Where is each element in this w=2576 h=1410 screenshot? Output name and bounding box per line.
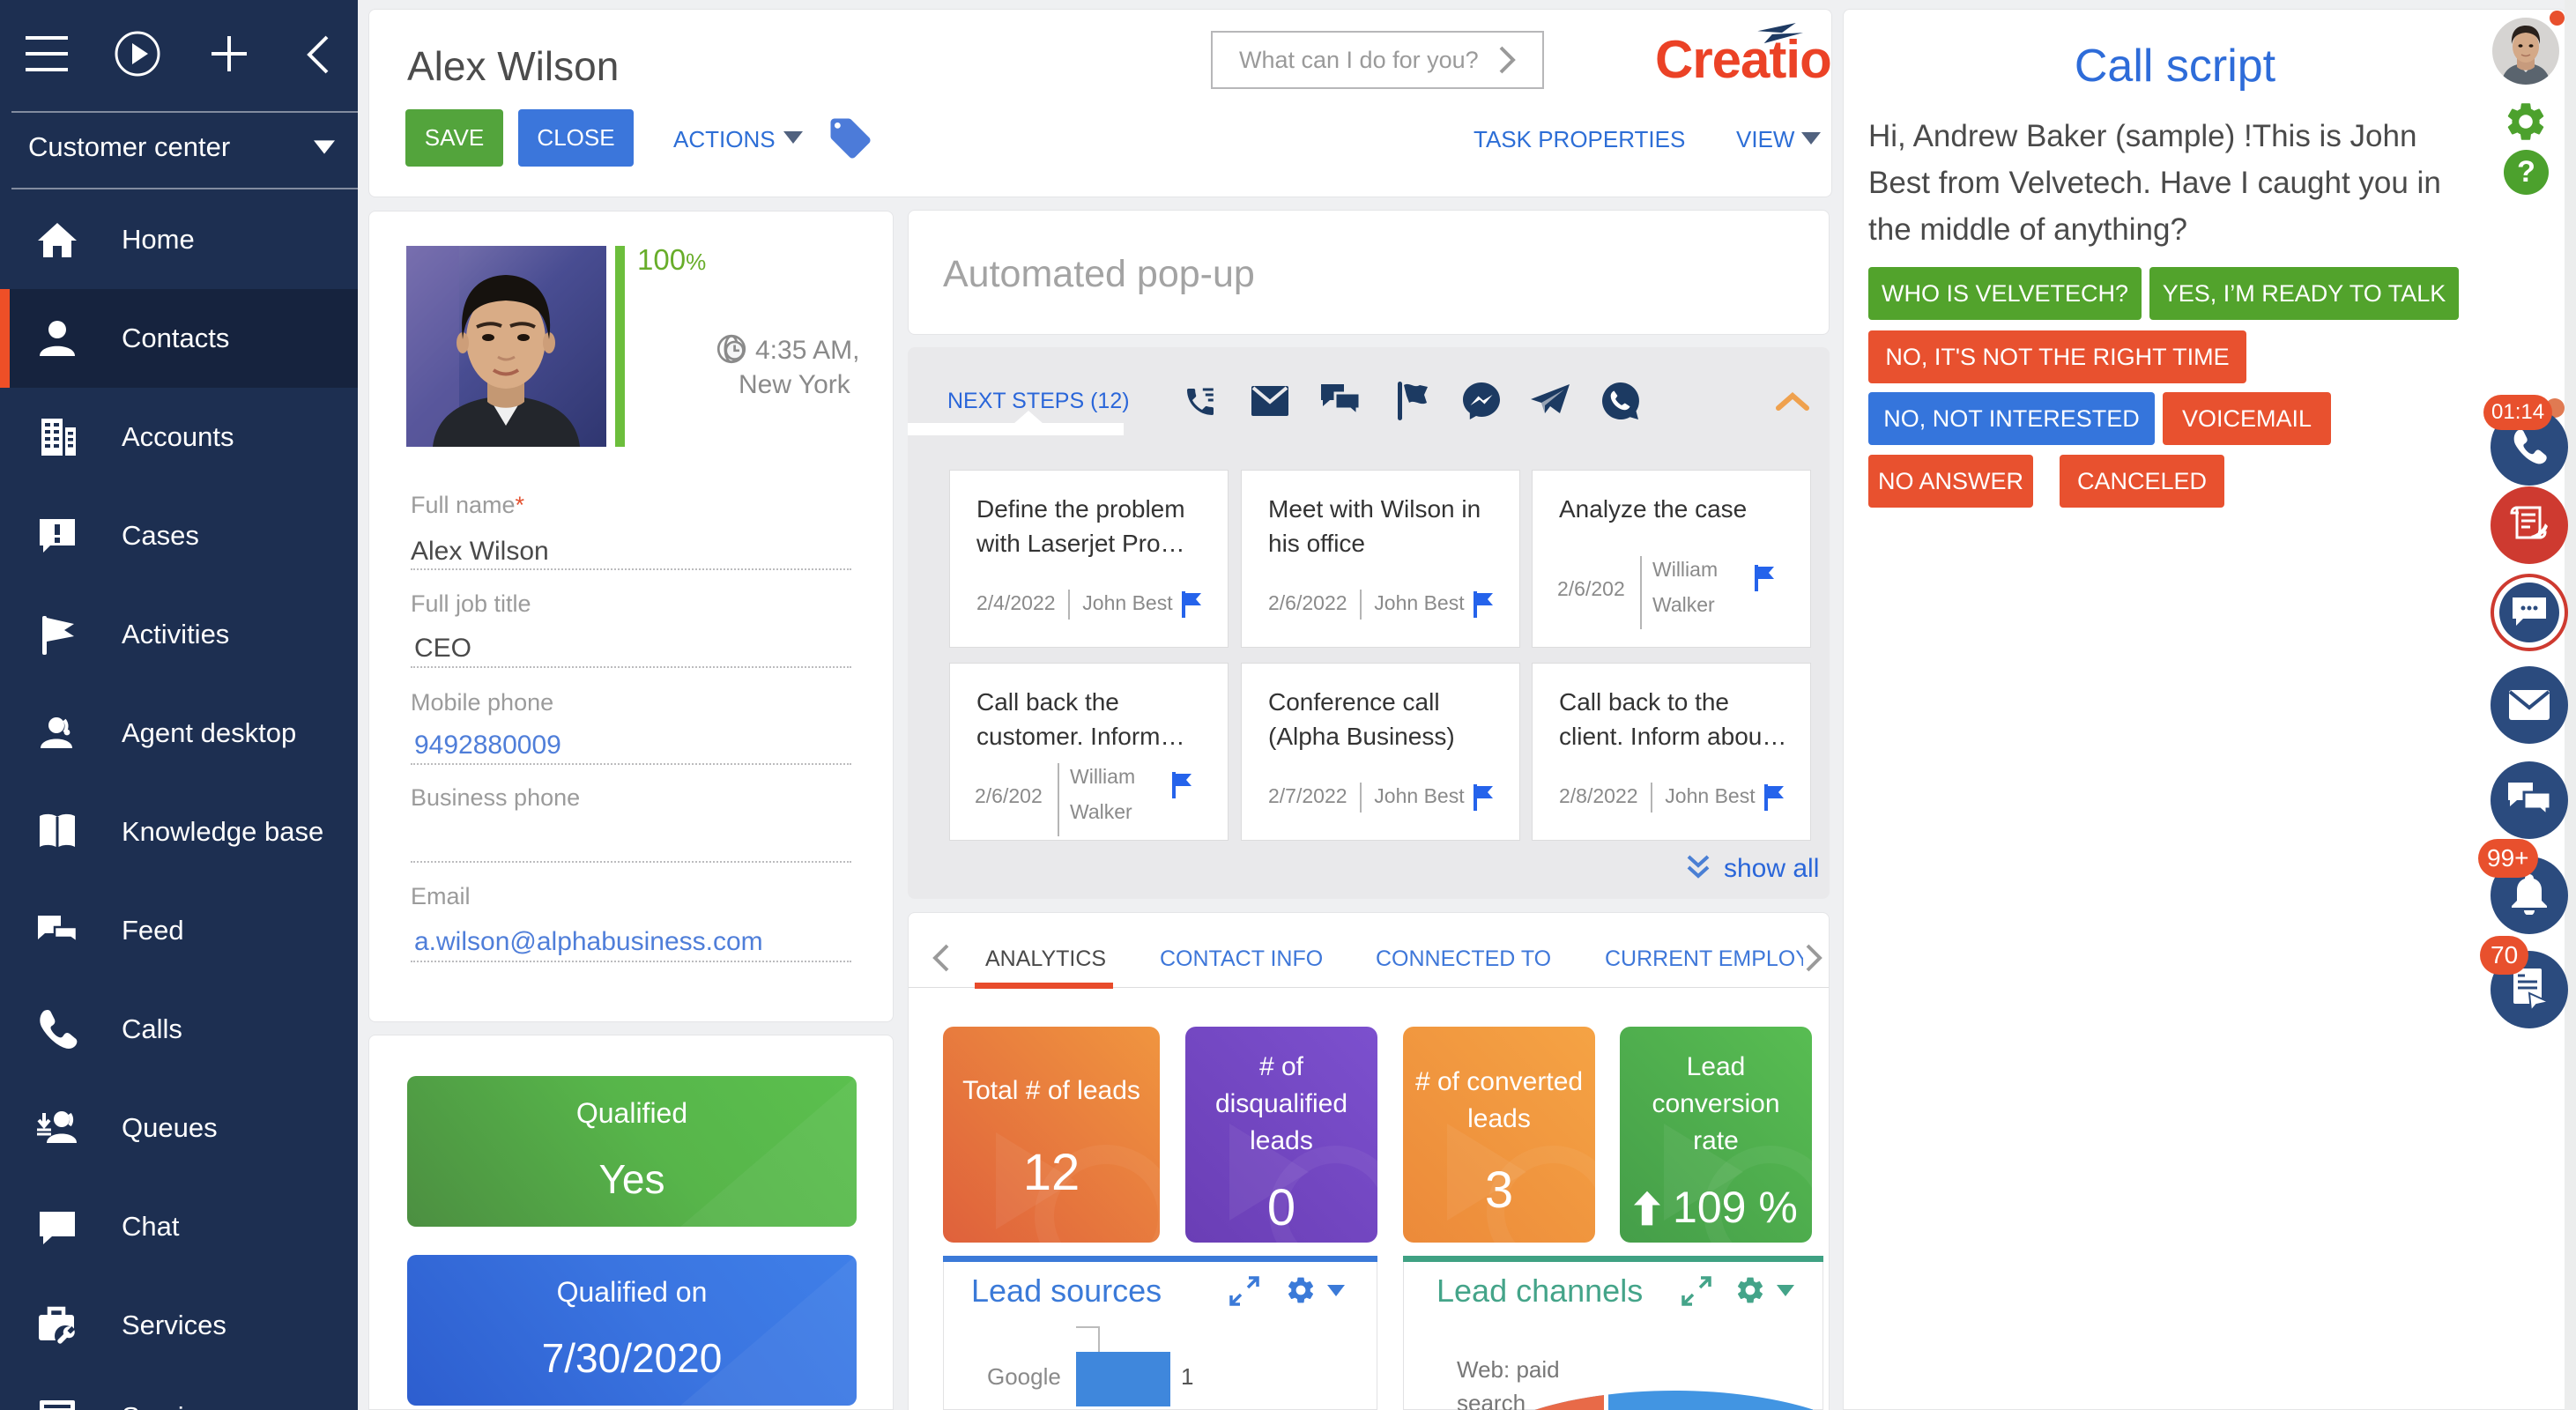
- svg-text:?: ?: [2517, 155, 2535, 189]
